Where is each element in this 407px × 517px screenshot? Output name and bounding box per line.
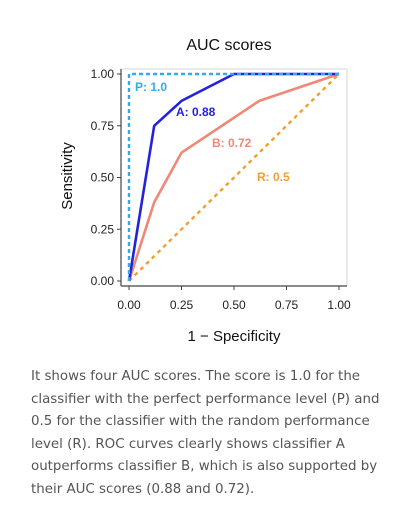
roc-chart: AUC scores 0.000.000.250.250.500.500.750… bbox=[59, 37, 351, 345]
y-tick-label: 0.50 bbox=[91, 171, 115, 185]
y-tick-label: 0.25 bbox=[91, 222, 115, 236]
figure-caption: It shows four AUC scores. The score is 1… bbox=[31, 369, 380, 497]
x-tick-label: 1.00 bbox=[327, 298, 351, 312]
x-tick-label: 0.25 bbox=[170, 298, 194, 312]
auc-label-p: P: 1.0 bbox=[135, 80, 167, 94]
roc-figure: AUC scores 0.00 0.00 0.25 0.25 0.50 0.50 0.75 0… bbox=[59, 37, 351, 345]
chart-title: AUC scores bbox=[186, 37, 271, 54]
y-tick-label: 0.00 bbox=[91, 274, 115, 288]
plot-area: 0.000.00 0.25 0.25 0.50 0.50 0.75 0.75 1.00 1.00… bbox=[91, 67, 351, 312]
auc-label-b: B: 0.72 bbox=[212, 136, 252, 150]
x-tick-label: 0.00 bbox=[117, 298, 141, 312]
y-tick-label: 0.75 bbox=[91, 119, 115, 133]
x-axis-title: 1 − Specificity bbox=[188, 328, 281, 345]
auc-label-r: R: 0.5 bbox=[257, 170, 290, 184]
roc-curve-p bbox=[127, 72, 339, 281]
y-tick-label: 1.00 bbox=[91, 67, 115, 81]
roc-curve-r bbox=[128, 73, 340, 282]
x-tick-label: 0.75 bbox=[275, 298, 299, 312]
auc-label-a: A: 0.88 bbox=[176, 105, 216, 119]
y-axis-title: Sensitivity bbox=[59, 142, 76, 210]
roc-curve-b bbox=[127, 72, 340, 282]
x-tick-label: 0.50 bbox=[222, 298, 246, 312]
